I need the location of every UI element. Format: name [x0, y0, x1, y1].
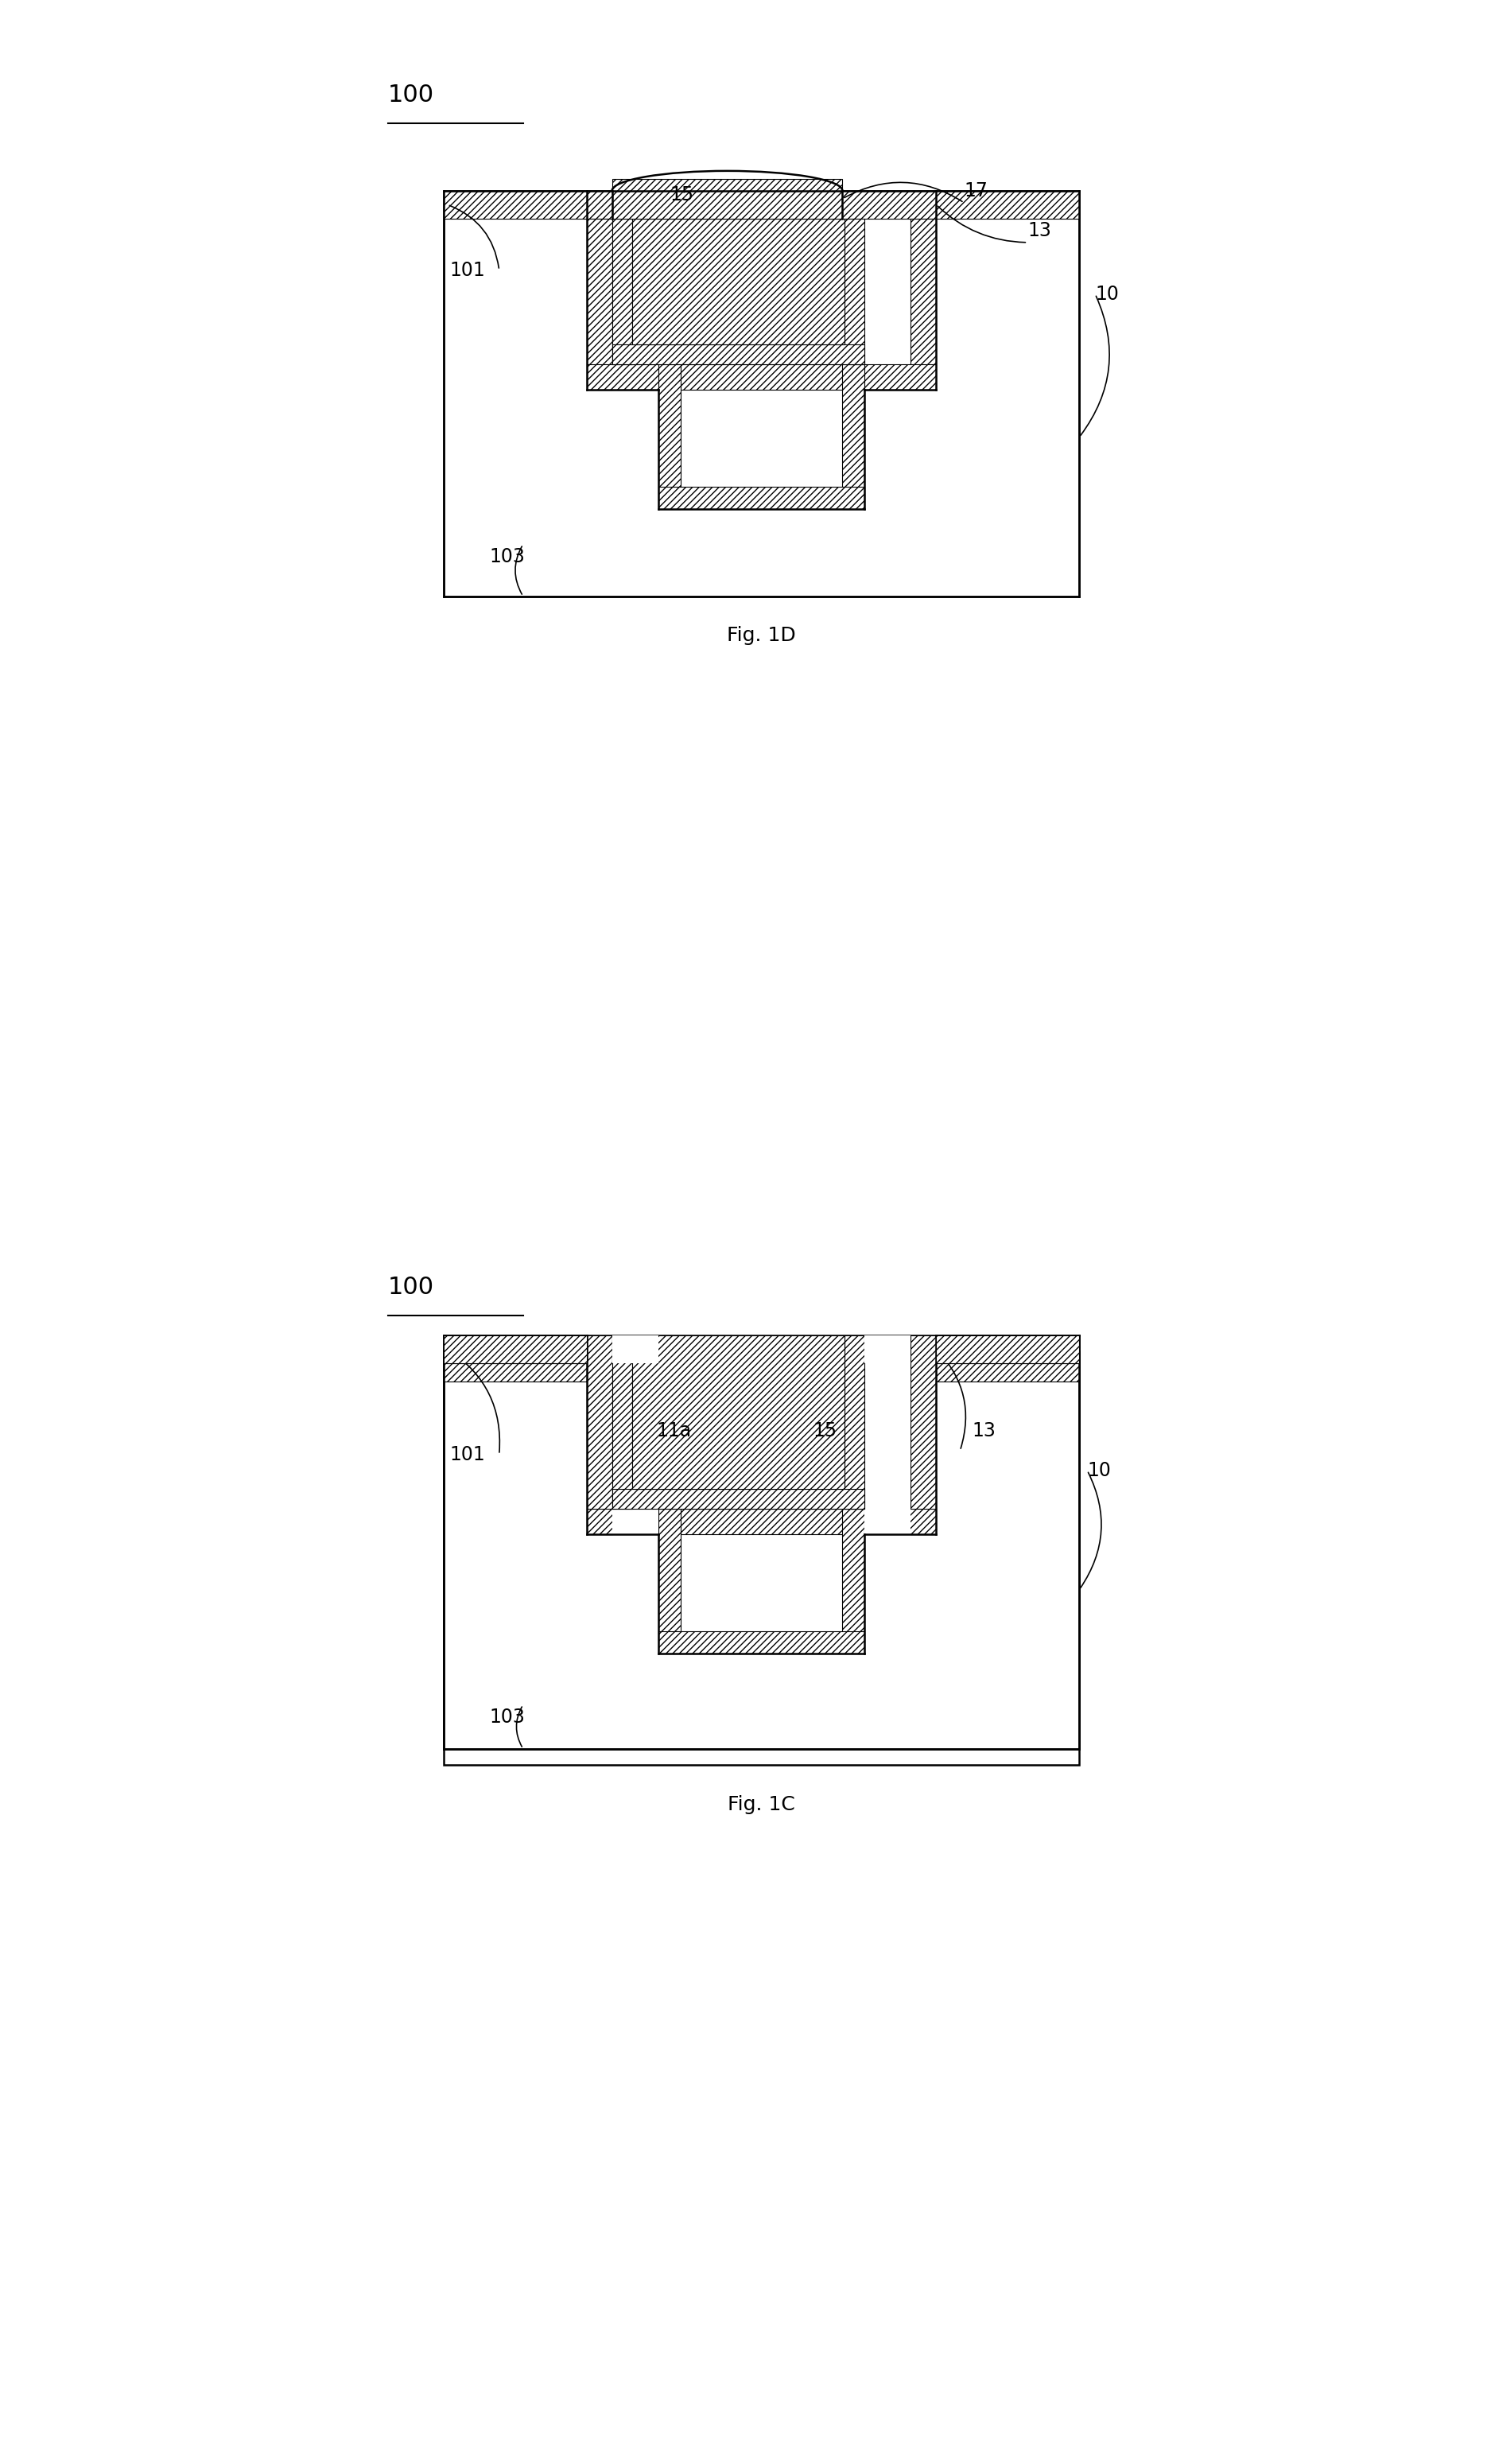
Bar: [443, 1350, 1079, 1382]
Text: 15: 15: [669, 185, 693, 205]
Bar: [658, 365, 680, 508]
Bar: [865, 1335, 911, 1363]
Bar: [611, 219, 632, 365]
Bar: [586, 1335, 611, 1535]
Bar: [658, 1631, 865, 1653]
Bar: [842, 1508, 865, 1653]
Text: 101: 101: [450, 261, 485, 281]
Text: Fig. 1C: Fig. 1C: [728, 1794, 795, 1814]
Bar: [632, 219, 845, 345]
Text: 15: 15: [813, 1422, 836, 1441]
Bar: [911, 219, 936, 389]
Bar: [611, 1335, 658, 1363]
Bar: [842, 365, 865, 508]
Bar: [611, 345, 865, 365]
Bar: [586, 219, 611, 389]
Text: 103: 103: [489, 1708, 525, 1727]
Bar: [845, 1335, 865, 1508]
Bar: [443, 1335, 586, 1363]
Bar: [586, 365, 936, 389]
Bar: [658, 485, 865, 508]
Text: 101: 101: [450, 1444, 485, 1464]
Bar: [611, 1335, 632, 1508]
Text: 103: 103: [489, 547, 525, 567]
Bar: [611, 1335, 658, 1535]
Bar: [443, 1350, 1079, 1764]
Bar: [632, 1335, 845, 1488]
Text: 10: 10: [1087, 1461, 1111, 1481]
Bar: [443, 190, 1079, 596]
Bar: [658, 1508, 680, 1653]
Bar: [611, 1390, 911, 1508]
Bar: [936, 1335, 1079, 1363]
Text: 13: 13: [1027, 222, 1051, 239]
Bar: [865, 1335, 911, 1535]
Text: 10: 10: [1096, 283, 1118, 303]
Bar: [443, 1335, 1079, 1749]
Text: 100: 100: [388, 1276, 434, 1299]
Text: 11a: 11a: [656, 1422, 692, 1441]
Bar: [611, 1488, 865, 1508]
Text: 13: 13: [972, 1422, 996, 1441]
Bar: [845, 219, 865, 365]
Bar: [911, 1335, 936, 1535]
Bar: [936, 1335, 1079, 1363]
Bar: [586, 1508, 936, 1535]
Bar: [443, 190, 1079, 219]
Text: 17: 17: [965, 182, 989, 200]
Text: Fig. 1D: Fig. 1D: [728, 626, 796, 646]
Bar: [611, 180, 842, 219]
Bar: [443, 1335, 586, 1363]
Text: 100: 100: [388, 84, 434, 106]
